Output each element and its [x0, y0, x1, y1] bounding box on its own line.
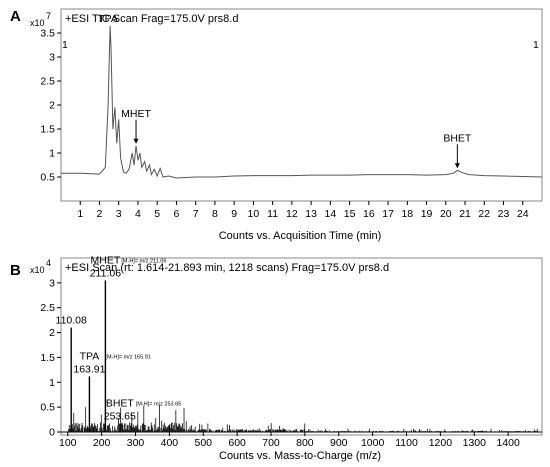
panel-b-peak-value-label: 211.06 — [90, 267, 121, 279]
panel-b-major-peaks — [70, 280, 121, 432]
panel-a-x-tick-label: 6 — [174, 208, 180, 220]
panel-a-x-tick-label: 8 — [212, 208, 218, 220]
panel-a-x-axis-title: Counts vs. Acquisition Time (min) — [219, 230, 382, 242]
panel-b-x-tick-label: 500 — [195, 437, 213, 449]
panel-b-peak-value-label: 163.91 — [73, 363, 105, 375]
panel-a-x-tick-label: 3 — [116, 208, 122, 220]
panel-a-corner-label: 1 — [62, 39, 68, 51]
panel-b-x-tick-label: 1000 — [361, 437, 385, 449]
panel-a-x-axis: 1 2 3 4 5 6 7 8 9 10 11 12 13 14 15 16 17 18 19 20 21 22 23 24 — [77, 201, 529, 220]
panel-a-x-tick-label: 24 — [517, 208, 529, 220]
panel-b-y-tick-label: 2.5 — [40, 302, 55, 314]
panel-a-y-tick-label: 2 — [49, 100, 55, 112]
panel-b-x-tick-label: 900 — [330, 437, 348, 449]
panel-a-x-tick-label: 2 — [97, 208, 103, 220]
panel-a-multiplier-base: x10 — [30, 18, 45, 28]
panel-a-frame — [60, 8, 543, 202]
panel-a-x-tick-label: 23 — [498, 208, 510, 220]
panel-a-annotation-label: BHET — [443, 132, 472, 144]
panel-a-x-tick-label: 16 — [363, 208, 375, 220]
panel-b-x-tick-label: 1400 — [496, 437, 520, 449]
panel-b-x-tick-label: 200 — [93, 437, 111, 449]
panel-a-corner-label-right: 1 — [533, 39, 539, 51]
panel-b: B x10 4 +ESI Scan (rt: 1.614-21.893 min,… — [10, 254, 543, 462]
panel-a-x-tick-label: 9 — [231, 208, 237, 220]
panel-a-annotation-label: MHET — [121, 108, 151, 120]
panel-b-y-tick-label: 1.5 — [40, 352, 55, 364]
panel-b-x-tick-label: 600 — [228, 437, 246, 449]
panel-b-x-tick-label: 400 — [161, 437, 179, 449]
panel-a-x-tick-label: 7 — [193, 208, 199, 220]
panel-a-x-tick-label: 5 — [154, 208, 160, 220]
panel-a: A x10 7 +ESI TIC Scan Frag=175.0V prs8.d… — [10, 8, 543, 242]
panel-b-peak-name-label: BHET — [106, 398, 135, 410]
panel-a-series-line — [61, 25, 543, 179]
panel-a-x-tick-label: 11 — [267, 208, 278, 220]
panel-b-y-tick-label: 3 — [49, 277, 55, 289]
panel-b-y-axis: 0 0.5 1 1.5 2 2.5 3 — [40, 277, 61, 439]
panel-a-y-tick-label: 1.5 — [40, 124, 55, 136]
panel-a-x-tick-label: 19 — [421, 208, 433, 220]
panel-b-x-axis-title: Counts vs. Mass-to-Charge (m/z) — [219, 450, 381, 462]
panel-a-annotation-arrowhead — [133, 138, 139, 144]
panel-a-multiplier-exp: 7 — [46, 11, 51, 21]
panel-a-annotation-arrowhead — [454, 163, 460, 169]
panel-a-y-tick-label: 2.5 — [40, 76, 55, 88]
panel-a-y-tick-label: 3.5 — [40, 28, 55, 40]
panel-b-peak-name-label: MHET — [91, 254, 121, 266]
panel-a-x-tick-label: 1 — [77, 208, 83, 220]
panel-a-letter: A — [10, 8, 21, 25]
panel-b-x-tick-label: 1300 — [463, 437, 487, 449]
panel-b-x-tick-label: 1100 — [395, 437, 418, 449]
panel-b-x-tick-label: 700 — [262, 437, 280, 449]
panel-b-x-tick-label: 1200 — [429, 437, 453, 449]
panel-a-header: +ESI TIC Scan Frag=175.0V prs8.d — [65, 13, 238, 25]
panel-b-multiplier-base: x10 — [30, 265, 45, 275]
panel-b-minor-peaks — [67, 404, 539, 432]
panel-b-y-tick-label: 2 — [49, 327, 55, 339]
panel-a-x-tick-label: 14 — [325, 208, 337, 220]
panel-b-multiplier-exp: 4 — [46, 258, 51, 268]
panel-a-x-tick-label: 15 — [344, 208, 356, 220]
panel-a-x-tick-label: 20 — [440, 208, 452, 220]
panel-a-x-tick-label: 13 — [305, 208, 317, 220]
panel-b-y-tick-label: 0 — [49, 427, 55, 439]
panel-a-y-tick-label: 3 — [49, 52, 55, 64]
panel-a-y-tick-label: 0.5 — [40, 172, 55, 184]
panel-b-peak-note: [M-H]= m/z 253.65 — [136, 402, 181, 408]
panel-b-x-tick-label: 800 — [296, 437, 314, 449]
panel-b-peak-value-label: 110.08 — [56, 315, 87, 327]
panel-a-x-tick-label: 21 — [459, 208, 471, 220]
panel-b-peak-note: [M-H]= m/z 211.06 — [121, 258, 166, 264]
panel-a-x-tick-label: 10 — [248, 208, 260, 220]
panel-b-y-tick-label: 1 — [49, 377, 55, 389]
panel-b-letter: B — [10, 262, 21, 279]
panel-a-annotations: TPA MHET BHET — [98, 13, 472, 169]
panel-a-annotation-label: TPA — [98, 13, 118, 25]
panel-b-x-tick-label: 100 — [59, 437, 77, 449]
panel-b-x-tick-label: 300 — [127, 437, 145, 449]
panel-b-y-tick-label: 0.5 — [40, 402, 55, 414]
panel-a-y-tick-label: 1 — [49, 148, 55, 160]
panel-b-frame — [60, 257, 543, 436]
panel-a-x-tick-label: 22 — [478, 208, 490, 220]
panel-a-x-tick-label: 12 — [286, 208, 298, 220]
panel-b-peak-value-label: 253.65 — [104, 411, 136, 423]
panel-b-peak-name-label: TPA — [80, 350, 100, 362]
panel-a-x-tick-label: 4 — [135, 208, 141, 220]
panel-b-header: +ESI Scan (rt: 1.614-21.893 min, 1218 sc… — [65, 262, 389, 274]
panel-b-peak-note: [M-H]= m/z 165.91 — [105, 354, 150, 360]
panel-a-x-tick-label: 18 — [401, 208, 413, 220]
panel-a-y-axis: 0.5 1 1.5 2 2.5 3 3.5 — [40, 28, 61, 184]
panel-a-x-tick-label: 17 — [382, 208, 394, 220]
